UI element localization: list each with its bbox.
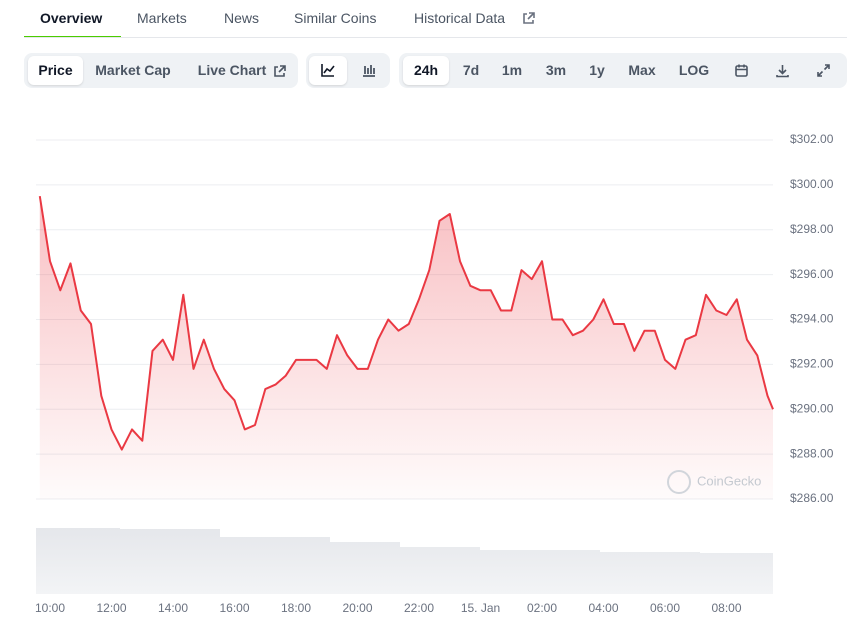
- x-tick-label: 04:00: [588, 601, 618, 615]
- range-button[interactable]: Max: [628, 62, 656, 78]
- external-icon: [523, 12, 535, 24]
- view-group: Price Market Cap Live Chart: [24, 53, 298, 88]
- y-tick-label: $294.00: [790, 312, 834, 326]
- tab-divider: [24, 37, 847, 38]
- range-button[interactable]: 3m: [545, 62, 567, 78]
- x-tick-label: 06:00: [650, 601, 680, 615]
- range-button[interactable]: 24h: [403, 56, 449, 85]
- external-icon: [274, 65, 286, 77]
- x-tick-label: 08:00: [711, 601, 741, 615]
- view-button[interactable]: Price: [28, 56, 83, 85]
- y-tick-label: $298.00: [790, 222, 834, 236]
- x-tick-label: 14:00: [158, 601, 188, 615]
- x-tick-label: 18:00: [281, 601, 311, 615]
- watermark: CoinGecko: [667, 470, 761, 494]
- y-tick-label: $290.00: [790, 401, 834, 415]
- y-tick-label: $302.00: [790, 132, 834, 146]
- x-tick-label: 12:00: [96, 601, 126, 615]
- tab[interactable]: Overview: [40, 10, 103, 26]
- x-tick-label: 15. Jan: [461, 601, 500, 615]
- tab[interactable]: Historical Data: [414, 10, 506, 26]
- tab[interactable]: Markets: [137, 10, 187, 26]
- view-button[interactable]: Live Chart: [197, 62, 267, 78]
- y-tick-label: $288.00: [790, 446, 834, 460]
- price-line: [38, 195, 774, 451]
- x-tick-label: 16:00: [219, 601, 249, 615]
- x-tick-label: 02:00: [527, 601, 557, 615]
- volume-area: [36, 528, 773, 594]
- chart-type-group: [306, 53, 390, 88]
- view-button[interactable]: Market Cap: [95, 62, 171, 78]
- download-icon[interactable]: [775, 63, 790, 78]
- price-area: [39, 196, 773, 499]
- line-icon: [321, 64, 335, 77]
- x-tick-label: 20:00: [342, 601, 372, 615]
- range-group: 24h 7d 1m 3m 1y Max LOG: [399, 53, 847, 88]
- line-chart-button[interactable]: [309, 56, 347, 85]
- range-button[interactable]: LOG: [678, 62, 710, 78]
- watermark-text: CoinGecko: [697, 473, 761, 488]
- x-tick-label: 10:00: [35, 601, 65, 615]
- calendar-icon[interactable]: [734, 63, 749, 78]
- candle-chart-button[interactable]: [350, 56, 388, 85]
- tab[interactable]: News: [224, 10, 260, 26]
- y-tick-label: $300.00: [790, 177, 834, 191]
- y-tick-label: $296.00: [790, 267, 834, 281]
- range-button[interactable]: 1y: [589, 62, 605, 78]
- range-button[interactable]: 7d: [462, 62, 480, 78]
- candle-icon: [363, 65, 375, 77]
- y-tick-label: $292.00: [790, 357, 834, 371]
- y-tick-label: $286.00: [790, 491, 834, 505]
- fullscreen-icon[interactable]: [816, 63, 831, 78]
- range-button[interactable]: 1m: [501, 62, 523, 78]
- x-tick-label: 22:00: [404, 601, 434, 615]
- tab[interactable]: Similar Coins: [294, 10, 377, 26]
